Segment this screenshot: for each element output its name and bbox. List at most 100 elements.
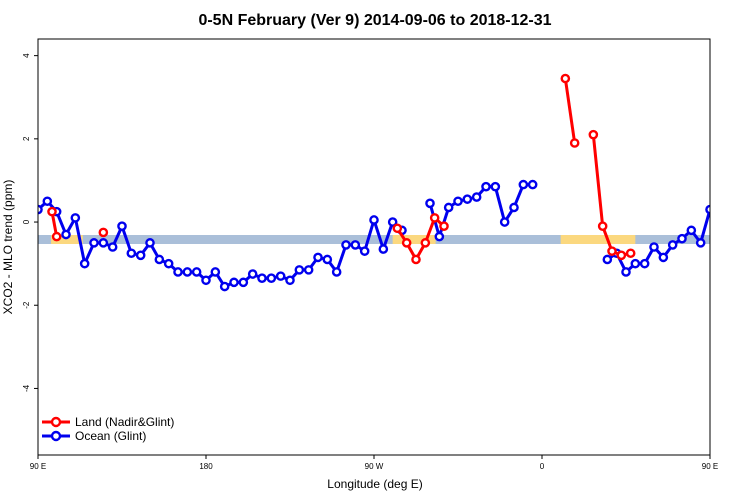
data-point (154, 254, 165, 265)
chart-title: 0-5N February (Ver 9) 2014-09-06 to 2018… (198, 12, 551, 29)
data-point (201, 275, 211, 286)
data-point (285, 275, 295, 286)
data-point (569, 138, 580, 148)
data-point (47, 206, 57, 217)
data-point (238, 277, 249, 288)
x-tick-label: 0 (540, 462, 545, 471)
data-point (359, 246, 370, 256)
legend-label: Land (Nadir&Glint) (75, 415, 174, 429)
data-point (658, 252, 669, 263)
data-point (79, 258, 90, 269)
legend-marker (50, 430, 62, 442)
data-point (378, 244, 389, 254)
legend-marker (50, 416, 62, 428)
data-point (453, 196, 463, 207)
x-axis: 90 E 180 90 W 0 90 E (30, 455, 718, 471)
data-point (173, 267, 183, 277)
data-point (443, 202, 454, 213)
x-tick-label: 90 W (365, 462, 384, 471)
y-axis: 4 2 0 -2 -4 (22, 53, 38, 392)
data-point (649, 242, 659, 252)
data-point (639, 258, 650, 269)
data-point (392, 223, 403, 234)
data-point (499, 217, 510, 227)
data-point (630, 258, 641, 269)
data-point (616, 250, 627, 261)
data-point (677, 233, 687, 244)
data-point (98, 238, 109, 248)
data-point (294, 265, 305, 275)
data-point (42, 196, 53, 207)
data-point (471, 192, 482, 202)
data-point (518, 179, 529, 190)
data-point (401, 238, 412, 248)
y-tick-label: 0 (22, 219, 31, 224)
data-point (705, 204, 710, 215)
legend: Land (Nadir&Glint)Ocean (Glint) (42, 415, 174, 443)
data-point (621, 267, 631, 277)
legend-label: Ocean (Glint) (75, 429, 146, 443)
data-point (625, 248, 636, 259)
data-point (490, 181, 501, 192)
y-axis-label: XCO2 - MLO trend (ppm) (1, 180, 15, 315)
data-point (107, 242, 118, 252)
data-point (163, 258, 174, 269)
y-tick-label: -4 (22, 384, 31, 392)
data-point (725, 208, 732, 215)
series (47, 73, 636, 265)
data-point (560, 73, 571, 84)
data-point (429, 213, 440, 223)
data-point (588, 129, 599, 140)
data-point (434, 231, 445, 242)
data-point (145, 238, 155, 248)
data-point (51, 231, 62, 242)
data-point (210, 267, 221, 277)
series-line (606, 207, 710, 274)
data-point (369, 215, 379, 225)
data-point (191, 267, 202, 277)
data-point (686, 225, 697, 236)
data-point (597, 221, 608, 231)
data-point (716, 198, 723, 205)
data-point (527, 179, 538, 190)
data-point (135, 250, 146, 261)
data-point (425, 198, 435, 209)
data-point (744, 214, 750, 221)
data-point (303, 265, 314, 275)
data-point (667, 240, 678, 250)
data-point (182, 267, 193, 277)
data-point (219, 281, 230, 292)
data-point (322, 254, 333, 265)
y-tick-label: -2 (22, 301, 31, 309)
data-point (331, 267, 342, 277)
data-point (313, 252, 323, 263)
data-point (275, 271, 286, 281)
series-layer (38, 73, 750, 292)
data-point (420, 238, 431, 248)
data-point (126, 248, 137, 259)
y-tick-label: 2 (22, 136, 31, 141)
data-point (439, 221, 449, 231)
data-point (257, 273, 267, 284)
y-tick-label: 4 (22, 53, 31, 58)
x-tick-label: 90 E (702, 462, 718, 471)
data-point (350, 240, 361, 250)
data-point (89, 238, 99, 248)
data-point (387, 217, 398, 227)
data-point (411, 254, 421, 265)
data-point (98, 227, 109, 238)
data-point (602, 254, 613, 265)
data-point (266, 273, 277, 284)
data-point (734, 231, 741, 238)
data-point (481, 181, 491, 192)
x-tick-label: 180 (199, 462, 213, 471)
series-line (563, 78, 577, 144)
data-point (341, 240, 351, 250)
x-axis-label: Longitude (deg E) (327, 477, 422, 491)
data-point (117, 221, 127, 231)
data-point (607, 246, 617, 256)
x-tick-label: 90 E (30, 462, 46, 471)
data-point (229, 277, 239, 288)
data-point (509, 202, 519, 213)
